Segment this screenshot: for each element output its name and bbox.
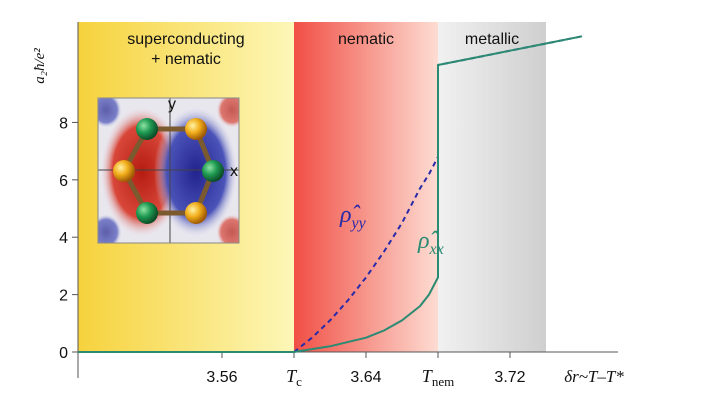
series-label-sub: xx (429, 241, 444, 258)
inset-x-label: x (230, 163, 238, 180)
phase-label-line: + nematic (151, 51, 221, 68)
inset-red-lobe-corner-2 (216, 214, 239, 243)
phase-label-1: nematic (338, 31, 394, 48)
phase-regions: superconducting + nematic nematic metallic (78, 22, 546, 352)
x-tick-label-sub: c (296, 374, 302, 389)
atom-yellow (113, 160, 135, 182)
atom-green (202, 160, 224, 182)
x-tick-label-sub: nem (432, 374, 454, 389)
phase-region-2 (438, 22, 546, 352)
data-series: ρ̂yyρ̂xx (78, 35, 583, 353)
series-line-xx (78, 35, 583, 353)
y-axis-label: a₂ħ/e² (32, 48, 48, 84)
x-tick-label: 3.56 (206, 369, 237, 386)
inset-blue-lobe-corner-2 (98, 214, 122, 243)
x-tick-label-main: T (286, 366, 298, 386)
phase-label-line: nematic (338, 31, 394, 48)
inset-blue-lobe-corner (98, 98, 122, 128)
x-axis-end-label: δr~T–T* (564, 367, 624, 386)
atom-yellow (185, 118, 207, 140)
atom-green (136, 202, 158, 224)
inset-y-label: y (168, 96, 176, 113)
y-tick-label: 4 (59, 230, 68, 247)
x-tick-label: 3.72 (494, 369, 525, 386)
x-tick-label: Tc (286, 366, 302, 389)
series-label-yy: ρ̂yy (339, 202, 367, 232)
phase-label-line: superconducting (127, 31, 244, 48)
inset-blue-lobe (154, 106, 238, 238)
axes: 0 2 4 6 8 a₂ħ/e² 3.56 Tc 3.64 Tnem 3.72 δr~T–T* (32, 22, 624, 389)
phase-label-0: superconducting + nematic (127, 31, 244, 68)
atom-green (136, 118, 158, 140)
phase-region-1 (294, 22, 438, 352)
x-tick-label-main: T (422, 366, 434, 386)
series-label-sub: yy (350, 215, 367, 232)
y-tick-label: 8 (59, 115, 68, 132)
phase-label-2: metallic (465, 31, 519, 48)
y-tick-label: 2 (59, 288, 68, 305)
x-tick-label: Tnem (422, 366, 454, 389)
inset-red-lobe-corner (216, 98, 239, 128)
x-tick-label: 3.64 (350, 369, 381, 386)
orbital-inset (98, 98, 239, 243)
phase-label-line: metallic (465, 31, 519, 48)
y-tick-label: 6 (59, 173, 68, 190)
inset-frame (97, 97, 240, 244)
y-tick-label: 0 (59, 345, 68, 362)
atom-yellow (185, 202, 207, 224)
